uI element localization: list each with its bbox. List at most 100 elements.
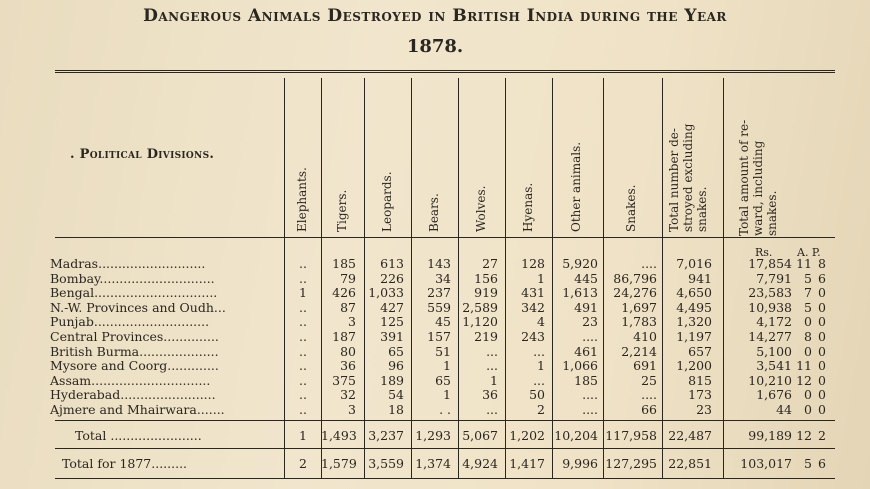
cell-elephants: .. bbox=[299, 358, 307, 374]
cell-p: 0 bbox=[818, 343, 826, 359]
cell-rs: 3,541 bbox=[756, 358, 792, 374]
cell-bears: 45 bbox=[435, 314, 451, 330]
col-rule bbox=[284, 78, 285, 478]
cell-leopards: 613 bbox=[380, 256, 404, 271]
table-bottom-rule bbox=[55, 478, 835, 479]
cell-other: 9,996 bbox=[562, 456, 598, 471]
cell-leopards: 3,559 bbox=[368, 456, 404, 471]
cell-a: 12 bbox=[796, 428, 812, 443]
cell-bears: 143 bbox=[427, 256, 451, 271]
cell-leopards: 65 bbox=[388, 343, 404, 359]
cell-rs: 17,854 bbox=[748, 256, 792, 271]
cell-tigers: 3 bbox=[348, 314, 356, 330]
cell-p: 0 bbox=[818, 402, 826, 417]
cell-leopards: 96 bbox=[388, 358, 404, 374]
cell-hyenas: 243 bbox=[521, 329, 545, 344]
cell-tigers: 87 bbox=[340, 299, 356, 315]
cell-other: .... bbox=[582, 329, 598, 344]
cell-rs: 10,210 bbox=[748, 372, 792, 388]
cell-hyenas: 50 bbox=[529, 387, 545, 403]
division-name: Central Provinces.............. bbox=[50, 329, 219, 344]
cell-snakes: 691 bbox=[633, 358, 657, 374]
cell-tigers: 1,493 bbox=[321, 428, 357, 443]
cell-wolves: 1 bbox=[490, 372, 498, 388]
cell-elephants: .. bbox=[299, 387, 307, 403]
cell-a: 0 bbox=[804, 314, 812, 330]
cell-leopards: 391 bbox=[380, 329, 404, 344]
total-bottom-rule bbox=[55, 448, 835, 449]
cell-p: 0 bbox=[818, 299, 826, 315]
cell-snakes: 117,958 bbox=[605, 428, 657, 443]
cell-bears: 1 bbox=[443, 358, 451, 374]
cell-tigers: 79 bbox=[340, 270, 356, 286]
cell-leopards: 3,237 bbox=[368, 428, 404, 443]
table-row: Mysore and Coorg............... 36 96 1... 1… bbox=[0, 359, 870, 372]
cell-total: 23 bbox=[696, 402, 712, 417]
col-rule bbox=[505, 78, 506, 478]
table-row: Punjab............................... 3 12… bbox=[0, 315, 870, 328]
cell-other: 1,613 bbox=[562, 285, 598, 301]
cell-a: 0 bbox=[804, 387, 812, 403]
cell-bears: . . bbox=[439, 402, 451, 417]
cell-rs: 10,938 bbox=[748, 299, 792, 315]
cell-tigers: 185 bbox=[332, 256, 356, 271]
table-row: Bombay............................... 79 2… bbox=[0, 272, 870, 285]
cell-rs: 4,172 bbox=[756, 314, 792, 330]
division-name: Madras........................... bbox=[50, 256, 206, 271]
cell-tigers: 3 bbox=[348, 402, 356, 417]
col-rule bbox=[603, 78, 604, 478]
cell-tigers: 1,579 bbox=[321, 456, 357, 471]
cell-snakes: 410 bbox=[633, 329, 657, 344]
political-divisions-header: . Political Divisions. bbox=[70, 147, 215, 162]
division-name: British Burma.................... bbox=[50, 343, 219, 359]
division-name: Total for 1877......... bbox=[62, 456, 188, 471]
cell-p: 0 bbox=[818, 314, 826, 330]
division-name: Bengal............................... bbox=[50, 285, 218, 301]
cell-hyenas: 2 bbox=[537, 402, 545, 417]
cell-elephants: 1 bbox=[299, 428, 307, 443]
total-row: Total ....................... 1 1,493 3,237… bbox=[0, 429, 870, 442]
cell-wolves: ... bbox=[486, 343, 498, 359]
cell-tigers: 375 bbox=[332, 372, 356, 388]
cell-rs: 5,100 bbox=[756, 343, 792, 359]
cell-other: 491 bbox=[574, 299, 598, 315]
cell-elephants: .. bbox=[299, 343, 307, 359]
header-top-rule bbox=[55, 70, 835, 73]
table-row: British Burma...................... 80 65 5… bbox=[0, 345, 870, 358]
col-rule bbox=[364, 78, 365, 478]
cell-a: 5 bbox=[804, 456, 812, 471]
table-title: Dangerous Animals Destroyed in British I… bbox=[143, 6, 727, 26]
cell-tigers: 426 bbox=[332, 285, 356, 301]
table-year: 1878. bbox=[406, 36, 464, 57]
cell-p: 0 bbox=[818, 372, 826, 388]
cell-other: 185 bbox=[574, 372, 598, 388]
cell-bears: 1 bbox=[443, 387, 451, 403]
cell-bears: 34 bbox=[435, 270, 451, 286]
cell-total: 657 bbox=[688, 343, 712, 359]
cell-elephants: .. bbox=[299, 329, 307, 344]
cell-p: 2 bbox=[818, 428, 826, 443]
cell-elephants: .. bbox=[299, 256, 307, 271]
division-name: Ajmere and Mhairwara....... bbox=[50, 402, 225, 417]
cell-p: 8 bbox=[818, 256, 826, 271]
cell-snakes: 66 bbox=[641, 402, 657, 417]
body-bottom-rule bbox=[55, 420, 835, 421]
cell-a: 5 bbox=[804, 299, 812, 315]
cell-elephants: .. bbox=[299, 270, 307, 286]
cell-leopards: 125 bbox=[380, 314, 404, 330]
cell-other: 1,066 bbox=[562, 358, 598, 374]
cell-snakes: .... bbox=[641, 256, 657, 271]
cell-a: 7 bbox=[804, 285, 812, 301]
division-name: Bombay............................. bbox=[50, 270, 215, 286]
cell-snakes: 24,276 bbox=[613, 285, 657, 301]
cell-total: 7,016 bbox=[676, 256, 712, 271]
cell-wolves: 5,067 bbox=[462, 428, 498, 443]
cell-other: 445 bbox=[574, 270, 598, 286]
cell-leopards: 18 bbox=[388, 402, 404, 417]
cell-leopards: 54 bbox=[388, 387, 404, 403]
cell-hyenas: 1,202 bbox=[509, 428, 545, 443]
cell-snakes: 25 bbox=[641, 372, 657, 388]
cell-wolves: 36 bbox=[482, 387, 498, 403]
cell-elephants: 1 bbox=[299, 285, 307, 301]
cell-other: 5,920 bbox=[562, 256, 598, 271]
